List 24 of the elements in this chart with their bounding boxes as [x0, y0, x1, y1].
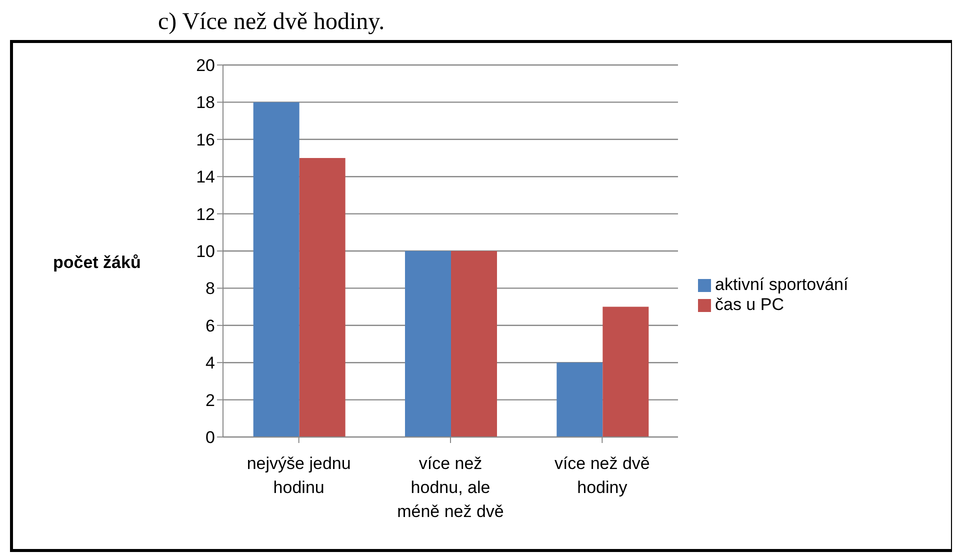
- y-tick-label: 4: [206, 354, 215, 373]
- legend-label: aktivní sportování: [715, 275, 848, 294]
- x-tick-label: více než hodnu, ale méně než dvě: [397, 454, 504, 521]
- y-tick-label: 14: [196, 168, 215, 187]
- bar: [405, 251, 451, 437]
- y-tick-label: 8: [206, 279, 215, 298]
- y-axis-title: počet žáků: [53, 253, 141, 273]
- y-tick-label: 20: [196, 56, 215, 76]
- bar: [602, 306, 649, 437]
- bar: [556, 362, 603, 437]
- y-tick-label: 0: [206, 428, 215, 448]
- y-tick-label: 18: [196, 93, 215, 112]
- y-tick-label: 10: [196, 242, 215, 262]
- chart-title: c) Více než dvě hodiny.: [158, 8, 385, 36]
- bar: [253, 102, 300, 437]
- bar: [299, 158, 346, 437]
- x-tick-label: více než dvě hodiny: [554, 454, 650, 497]
- y-tick-label: 16: [196, 130, 215, 150]
- y-tick-label: 12: [196, 204, 215, 224]
- x-tick-label: nejvýše jednu hodinu: [246, 454, 351, 497]
- y-tick-label: 2: [206, 390, 215, 410]
- y-tick-label: 6: [206, 316, 215, 336]
- bar: [451, 251, 497, 437]
- legend-label: čas u PC: [715, 295, 784, 314]
